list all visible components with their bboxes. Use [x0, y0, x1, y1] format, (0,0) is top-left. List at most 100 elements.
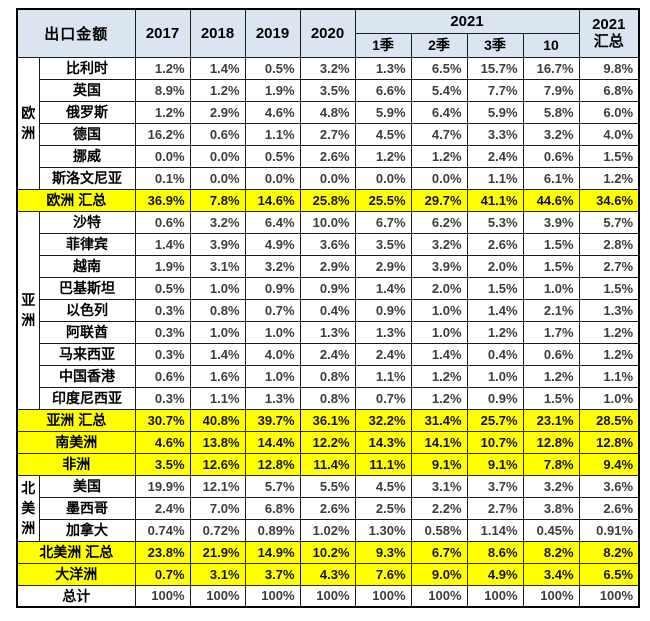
value-cell: 0.8%	[189, 298, 246, 322]
header-2021-group: 2021	[354, 8, 580, 34]
value-cell: 0.1%	[134, 166, 191, 190]
value-cell: 0.0%	[299, 166, 356, 190]
value-cell: 25.5%	[354, 188, 412, 212]
value-cell: 2.6%	[299, 496, 356, 520]
value-cell: 4.9%	[466, 562, 524, 586]
table-row: 北 美 洲美国 19.9% 12.1% 5.7% 5.5% 4.5% 3.1% 3.7% 3.2…	[16, 474, 640, 542]
table-row: 北美洲 汇总 23.8% 21.9% 14.9% 10.2% 9.3% 6.7% 8.6% 8.…	[16, 540, 640, 564]
value-cell: 6.8%	[244, 496, 301, 520]
value-cell: 2.8%	[578, 232, 640, 256]
row-label: 沙特	[38, 210, 136, 234]
row-label: 大洋洲	[16, 562, 136, 586]
value-cell: 12.1%	[189, 474, 246, 498]
table-row: 越南 1.9% 3.1% 3.2% 2.9% 2.9% 3.9% 2.0% 1.5% 2.7%	[17, 254, 640, 278]
value-cell: 16.2%	[134, 122, 191, 146]
value-cell: 1.1%	[189, 386, 246, 410]
value-cell: 1.5%	[578, 144, 640, 168]
value-cell: 1.0%	[410, 298, 468, 322]
value-cell: 2.4%	[134, 496, 191, 520]
value-cell: 1.1%	[578, 364, 640, 388]
value-cell: 34.6%	[578, 188, 640, 212]
value-cell: 6.8%	[578, 78, 640, 102]
value-cell: 0.6%	[522, 342, 580, 366]
value-cell: 1.5%	[466, 276, 524, 300]
row-label: 亚洲 汇总	[16, 408, 136, 432]
value-cell: 1.3%	[299, 320, 356, 344]
value-cell: 1.1%	[354, 364, 412, 388]
value-cell: 6.7%	[410, 540, 468, 564]
value-cell: 1.4%	[466, 298, 524, 322]
value-cell: 25.8%	[299, 188, 356, 212]
value-cell: 1.4%	[410, 342, 468, 366]
value-cell: 1.1%	[244, 122, 301, 146]
value-cell: 1.2%	[134, 56, 191, 80]
quarter-header-q1: 1季	[354, 32, 412, 58]
value-cell: 7.8%	[522, 452, 580, 476]
value-cell: 2.5%	[354, 496, 412, 520]
value-cell: 9.8%	[578, 56, 640, 80]
value-cell: 8.9%	[134, 78, 191, 102]
value-cell: 6.5%	[578, 562, 640, 586]
value-cell: 7.8%	[189, 188, 246, 212]
year-header-2018: 2018	[189, 8, 246, 58]
row-label: 中国香港	[38, 364, 136, 388]
value-cell: 7.9%	[522, 78, 580, 102]
value-cell: 12.8%	[244, 452, 301, 476]
value-cell: 0.4%	[299, 298, 356, 322]
value-cell: 0.5%	[244, 56, 301, 80]
value-cell: 1.0%	[466, 364, 524, 388]
value-cell: 3.2%	[410, 232, 468, 256]
value-cell: 4.0%	[578, 122, 640, 146]
value-cell: 2.9%	[354, 254, 412, 278]
value-cell: 23.8%	[134, 540, 191, 564]
value-cell: 2.7%	[578, 254, 640, 278]
value-cell: 3.3%	[466, 122, 524, 146]
value-cell: 5.9%	[466, 100, 524, 124]
value-cell: 1.2%	[410, 144, 468, 168]
value-cell: 3.2%	[522, 122, 580, 146]
value-cell: 3.1%	[189, 562, 246, 586]
row-label: 墨西哥	[38, 496, 136, 520]
value-cell: 1.5%	[522, 386, 580, 410]
value-cell: 1.2%	[578, 166, 640, 190]
value-cell: 3.6%	[299, 232, 356, 256]
value-cell: 15.7%	[466, 56, 524, 80]
row-label: 总计	[16, 584, 136, 608]
value-cell: 25.7%	[466, 408, 524, 432]
value-cell: 8.2%	[522, 540, 580, 564]
table-row: 加拿大 0.74% 0.72% 0.89% 1.02% 1.30% 0.58% 1.14% 0.…	[17, 518, 640, 542]
value-cell: 3.2%	[244, 254, 301, 278]
value-cell: 12.8%	[522, 430, 580, 454]
table-row: 巴基斯坦 0.5% 1.0% 0.9% 0.9% 1.4% 2.0% 1.5% 1.0% 1.5%	[17, 276, 640, 300]
value-cell: 1.2%	[578, 342, 640, 366]
value-cell: 0.3%	[134, 386, 191, 410]
value-cell: 1.7%	[522, 320, 580, 344]
value-cell: 14.1%	[410, 430, 468, 454]
value-cell: 5.4%	[410, 78, 468, 102]
value-cell: 2.9%	[299, 254, 356, 278]
quarter-header-oct: 10	[522, 32, 580, 58]
header-row-2: 1季 2季 3季 10	[17, 32, 639, 58]
value-cell: 2.0%	[466, 254, 524, 278]
value-cell: 3.4%	[522, 562, 580, 586]
value-cell: 0.0%	[354, 166, 412, 190]
row-label: 阿联酋	[38, 320, 136, 344]
value-cell: 100%	[134, 584, 191, 608]
value-cell: 0.5%	[134, 276, 191, 300]
row-label: 马来西亚	[38, 342, 136, 366]
value-cell: 10.7%	[466, 430, 524, 454]
value-cell: 1.2%	[410, 386, 468, 410]
value-cell: 2.6%	[466, 232, 524, 256]
value-cell: 1.1%	[466, 166, 524, 190]
value-cell: 4.6%	[134, 430, 191, 454]
value-cell: 100%	[578, 584, 640, 608]
value-cell: 9.4%	[578, 452, 640, 476]
value-cell: 4.6%	[244, 100, 301, 124]
corner-header: 出口金额	[16, 8, 136, 58]
table-row: 挪威 0.0% 0.0% 0.5% 2.6% 1.2% 1.2% 2.4% 0.6% 1.5%	[17, 144, 640, 168]
value-cell: 32.2%	[354, 408, 412, 432]
value-cell: 1.5%	[578, 276, 640, 300]
value-cell: 1.0%	[578, 386, 640, 410]
value-cell: 4.9%	[244, 232, 301, 256]
value-cell: 4.3%	[299, 562, 356, 586]
